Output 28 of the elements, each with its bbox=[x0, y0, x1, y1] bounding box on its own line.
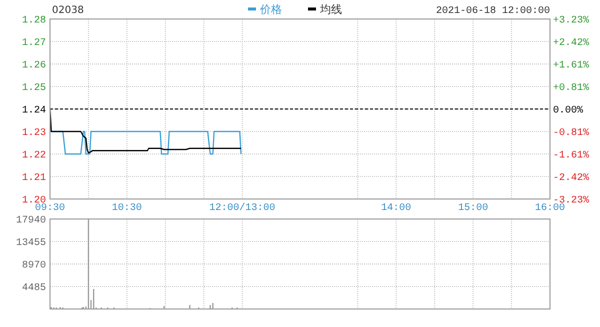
x-tick-label: 10:30 bbox=[112, 203, 142, 214]
x-tick-label: 12:00/13:00 bbox=[209, 202, 276, 214]
y-tick-label: 1.23 bbox=[22, 128, 46, 139]
y-tick-label: 1.27 bbox=[22, 38, 46, 49]
x-tick-label: 15:00 bbox=[458, 203, 488, 214]
legend-label: 均线 bbox=[319, 2, 342, 16]
y-tick-label: 8970 bbox=[22, 260, 46, 272]
y2-tick-label: +0.81% bbox=[553, 82, 590, 94]
text: 2021-06-18 12:00:00 bbox=[436, 6, 550, 17]
chart-title: 02038 bbox=[52, 5, 84, 16]
y2-tick-label: -1.61% bbox=[553, 150, 590, 162]
y-tick-label: 1.26 bbox=[22, 60, 46, 72]
y-tick-label: 1.28 bbox=[22, 16, 46, 26]
y-tick-label: 4485 bbox=[22, 283, 46, 294]
legend-label: 价格 bbox=[259, 2, 282, 16]
y2-tick-label: +2.42% bbox=[553, 38, 590, 50]
y-tick-label: 1.21 bbox=[22, 173, 46, 184]
y2-tick-label: -0.81% bbox=[553, 128, 590, 140]
y-tick-label: 1.22 bbox=[22, 150, 46, 162]
x-tick-label: 14:00 bbox=[381, 203, 412, 214]
y-tick-label: 1.25 bbox=[22, 83, 46, 94]
y-tick-label: 13455 bbox=[16, 238, 46, 249]
y2-tick-label: 0.00% bbox=[553, 106, 584, 116]
y2-tick-label: +1.61% bbox=[553, 60, 590, 72]
y2-tick-label: +3.23% bbox=[553, 16, 590, 26]
y-tick-label: 17940 bbox=[16, 216, 46, 226]
y-tick-label: 1.24 bbox=[22, 106, 46, 116]
y2-tick-label: -2.42% bbox=[553, 172, 590, 184]
